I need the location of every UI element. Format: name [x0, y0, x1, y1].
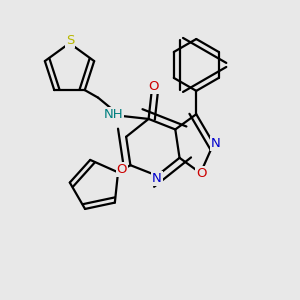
Text: S: S [66, 34, 74, 46]
Text: O: O [148, 80, 159, 93]
Text: N: N [152, 172, 162, 185]
Text: NH: NH [103, 108, 123, 121]
Text: O: O [117, 163, 127, 176]
Text: O: O [196, 167, 207, 180]
Text: N: N [211, 137, 220, 150]
